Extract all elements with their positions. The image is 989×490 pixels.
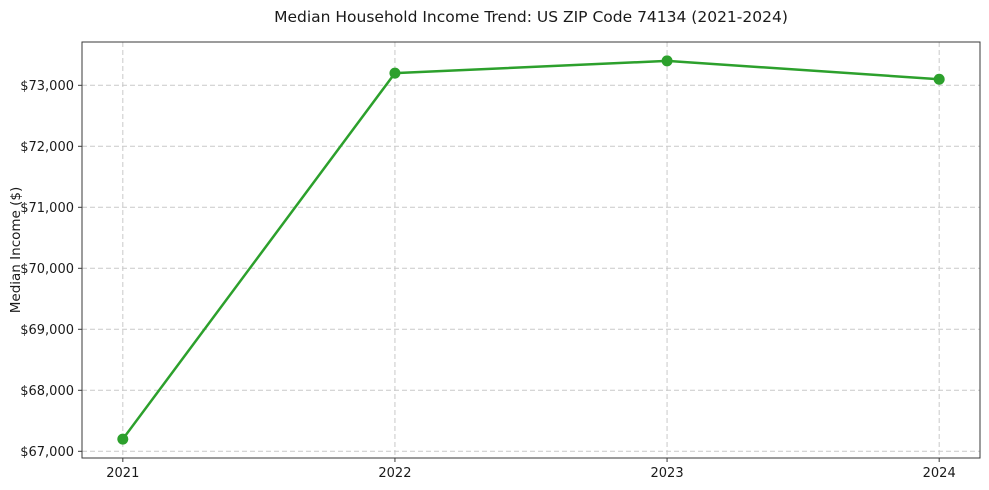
y-tick-label: $72,000: [20, 140, 74, 155]
x-tick-label: 2022: [378, 466, 411, 481]
plot-background: [82, 42, 980, 458]
x-tick-label: 2021: [106, 466, 139, 481]
data-line: [121, 59, 941, 441]
data-point-2022: [389, 67, 401, 79]
data-point-2024: [933, 73, 945, 85]
axes-spines: [81, 41, 981, 459]
data-point-2021: [117, 433, 129, 445]
y-tick-label: $67,000: [20, 445, 74, 460]
x-tick-label: 2024: [923, 466, 956, 481]
chart-title: Median Household Income Trend: US ZIP Co…: [274, 8, 788, 26]
data-point-2023: [661, 55, 673, 67]
y-tick-label: $71,000: [20, 201, 74, 216]
x-tick-label: 2023: [651, 466, 684, 481]
y-tick-label: $69,000: [20, 323, 74, 338]
y-tick-label: $73,000: [20, 79, 74, 94]
y-tick-label: $68,000: [20, 384, 74, 399]
y-tick-label: $70,000: [20, 262, 74, 277]
